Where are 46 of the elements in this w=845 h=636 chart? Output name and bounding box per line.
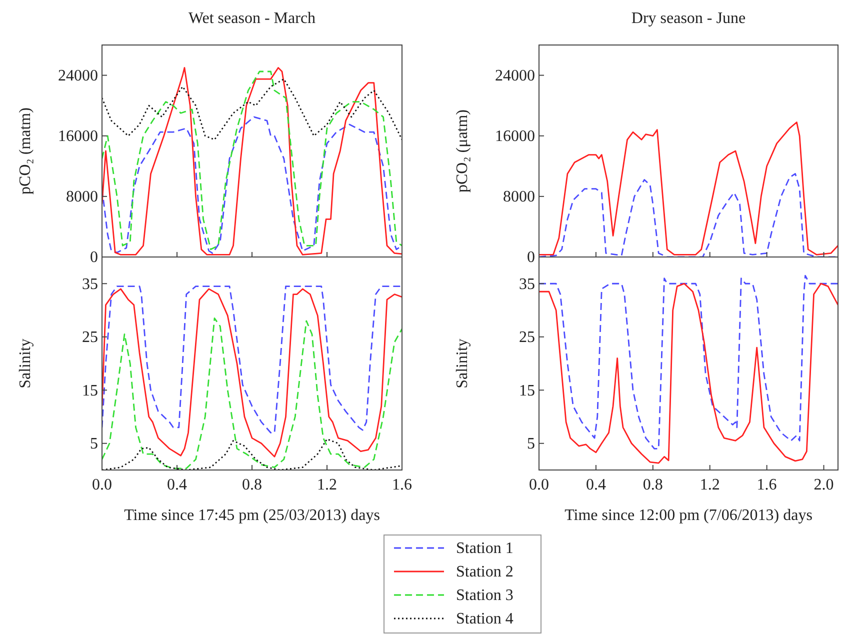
y-tick-label: 24000 <box>58 67 98 84</box>
y-tick-label: 16000 <box>58 128 98 145</box>
y-tick-label: 5 <box>527 435 535 452</box>
y-tick-label: 24000 <box>495 67 535 84</box>
x-tick-label: 0.8 <box>642 476 663 494</box>
y-tick-label: 15 <box>82 382 98 400</box>
line-series <box>539 122 838 256</box>
y-tick-label: 8000 <box>503 188 535 206</box>
line-series <box>102 318 402 470</box>
x-tick-label: 1.6 <box>392 476 412 494</box>
x-tick-label: 0.0 <box>529 476 549 494</box>
legend-label: Station 2 <box>456 564 514 580</box>
y-axis-title: Salinity <box>454 338 471 388</box>
y-tick-label: 25 <box>519 328 535 346</box>
y-tick-label: 5 <box>90 435 98 452</box>
x-axis-title: Time since 12:00 pm (7/06/2013) days <box>564 507 812 524</box>
y-axis-title: pCO₂ (μatm) <box>454 109 471 193</box>
y-tick-label: 0 <box>527 249 535 266</box>
x-tick-label: 0.8 <box>242 476 262 494</box>
x-tick-label: 1.6 <box>756 476 777 494</box>
y-tick-label: 35 <box>519 276 535 293</box>
line-series <box>102 78 402 140</box>
x-tick-label: 2.0 <box>814 476 834 494</box>
x-tick-label: 1.2 <box>700 476 720 494</box>
y-axis-title: Salinity <box>17 338 34 388</box>
y-axis-title: pCO₂ (matm) <box>17 108 34 194</box>
legend-label: Station 3 <box>456 587 514 604</box>
legend-label: Station 1 <box>456 540 514 557</box>
line-series <box>102 116 402 254</box>
y-tick-label: 8000 <box>66 188 98 206</box>
y-tick-label: 25 <box>82 328 98 346</box>
line-series <box>102 288 402 458</box>
x-tick-label: 0.4 <box>167 476 187 494</box>
x-axis-title: Time since 17:45 pm (25/03/2013) days <box>124 507 380 524</box>
chart-title: Wet season - March <box>188 10 316 27</box>
legend-label: Station 4 <box>456 610 514 628</box>
x-tick-label: 0.0 <box>92 476 112 494</box>
y-tick-label: 0 <box>90 249 98 266</box>
y-tick-label: 35 <box>82 276 98 293</box>
line-series <box>102 286 402 434</box>
x-tick-label: 1.2 <box>317 476 337 494</box>
line-series <box>102 438 402 470</box>
chart-title: Dry season - June <box>631 10 746 27</box>
y-tick-label: 16000 <box>495 128 535 145</box>
y-tick-label: 15 <box>519 382 535 400</box>
x-tick-label: 0.4 <box>586 476 606 494</box>
